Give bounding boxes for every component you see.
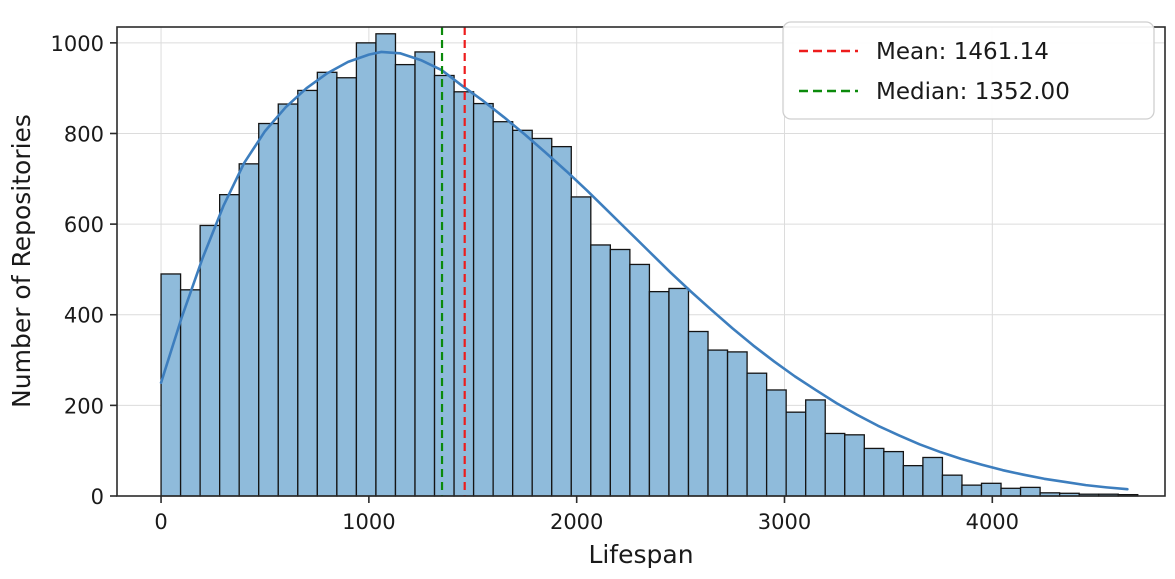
histogram-bar	[805, 399, 826, 497]
histogram-bar	[394, 63, 416, 497]
histogram-bar	[824, 432, 846, 497]
histogram-bar	[883, 450, 905, 497]
y-tick-label: 0	[91, 485, 104, 509]
histogram-bar	[551, 145, 572, 497]
histogram-bar	[414, 51, 436, 497]
histogram-bar	[512, 129, 533, 497]
overlay-lines	[159, 27, 1129, 496]
legend: Mean: 1461.14 Median: 1352.00	[782, 21, 1155, 120]
histogram-bar	[590, 244, 611, 497]
histogram-bar	[707, 349, 729, 497]
histogram-bar	[609, 248, 631, 497]
histogram-bar	[433, 74, 455, 497]
x-tick-label: 3000	[758, 510, 811, 534]
histogram-bar	[238, 163, 260, 497]
x-tick-label: 4000	[966, 510, 1019, 534]
histogram-bar	[902, 464, 924, 497]
histogram-bar	[179, 289, 201, 497]
histogram-bar	[785, 411, 807, 497]
legend-mean-label: Mean: 1461.14	[876, 39, 1049, 65]
histogram-bar	[160, 273, 182, 497]
histogram-bar	[746, 372, 768, 497]
y-tick-label: 200	[64, 394, 104, 418]
histogram-bar	[570, 196, 592, 497]
histogram-bar	[844, 434, 865, 497]
y-tick-label: 400	[64, 304, 104, 328]
histogram-bar	[1019, 486, 1041, 497]
y-axis-label: Number of Repositories	[7, 114, 36, 408]
histogram-bar	[531, 137, 553, 497]
histogram-bar	[336, 77, 358, 497]
histogram-bar	[687, 330, 709, 497]
y-tick-label: 600	[64, 213, 104, 237]
histogram-bar	[277, 103, 299, 497]
histogram-bar	[375, 33, 397, 497]
histogram-bar	[648, 290, 670, 497]
histogram-bar	[297, 89, 318, 497]
histogram-bar	[355, 42, 377, 497]
histogram-bar	[629, 263, 651, 497]
axes: 0 1000 2000 3000 4000 0 200 400 600 800 1000	[51, 26, 1166, 534]
histogram-bar	[668, 287, 690, 497]
histogram-bar	[922, 456, 944, 497]
y-tick-label: 1000	[51, 32, 104, 56]
histogram-bar	[961, 484, 983, 497]
legend-median-label: Median: 1352.00	[876, 79, 1070, 105]
histogram-bar	[472, 102, 494, 497]
histogram-bar	[765, 389, 787, 497]
histogram-bar	[941, 474, 963, 497]
x-tick-label: 2000	[550, 510, 603, 534]
histogram-bar	[726, 351, 748, 497]
x-axis-label: Lifespan	[588, 540, 693, 569]
y-tick-label: 800	[64, 122, 104, 146]
x-tick-label: 1000	[342, 510, 395, 534]
histogram-bar	[492, 121, 514, 497]
histogram-bar	[199, 224, 221, 497]
legend-box	[782, 21, 1155, 120]
histogram-bar	[980, 482, 1002, 497]
histogram-bar	[316, 71, 338, 497]
histogram-bar	[219, 194, 240, 497]
histogram-bar	[258, 122, 279, 497]
histogram-bar	[863, 447, 885, 497]
kde-curve	[159, 50, 1129, 491]
histogram-bar	[1000, 487, 1022, 497]
plot-spines	[116, 26, 1166, 497]
histogram-bars	[160, 33, 1139, 497]
x-tick-label: 0	[154, 510, 167, 534]
